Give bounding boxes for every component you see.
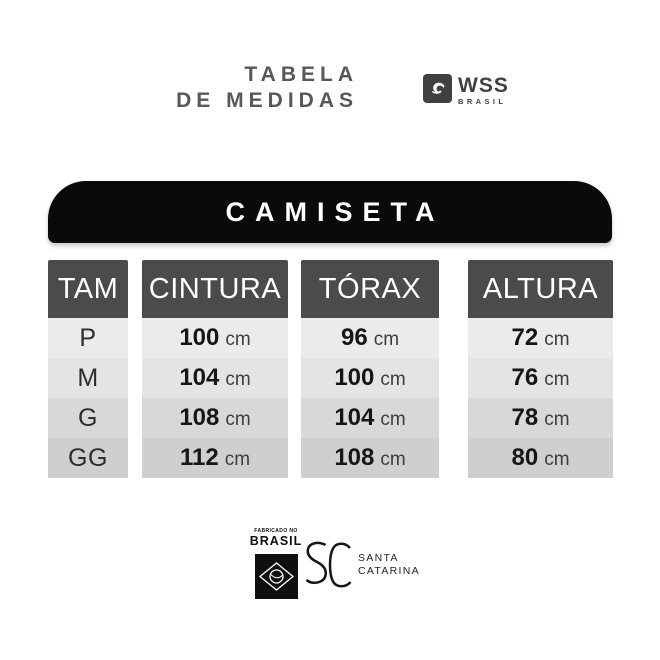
- cell-cintura-gg: 112 cm: [142, 438, 288, 478]
- product-banner-label: CAMISETA: [225, 196, 445, 227]
- cell-altura-p: 72 cm: [468, 318, 613, 358]
- sc-initials-icon: [303, 540, 355, 595]
- column-header-torax: TÓRAX: [301, 260, 439, 318]
- cell-torax-m: 100 cm: [301, 358, 439, 398]
- column-altura: ALTURA 72 cm 76 cm 78 cm 80 cm: [468, 260, 613, 478]
- page-title-line1: TABELA: [244, 63, 358, 86]
- page-title: TABELA DE MEDIDAS: [110, 62, 353, 114]
- made-in-label-bold: BRASIL: [249, 534, 303, 548]
- cell-cintura-m: 104 cm: [142, 358, 288, 398]
- cell-size-p: P: [48, 318, 128, 358]
- product-banner: CAMISETA: [48, 181, 612, 243]
- page-title-line2: DE MEDIDAS: [176, 89, 358, 112]
- cell-torax-gg: 108 cm: [301, 438, 439, 478]
- column-cintura: CINTURA 100 cm 104 cm 108 cm 112 cm: [142, 260, 288, 478]
- brand-country: BRASIL: [458, 97, 507, 106]
- cell-size-g: G: [48, 398, 128, 438]
- brand-name: WSS: [458, 74, 509, 97]
- wss-brand-text: WSS BRASIL: [458, 74, 509, 106]
- column-header-cintura: CINTURA: [142, 260, 288, 318]
- cell-cintura-p: 100 cm: [142, 318, 288, 358]
- cell-cintura-g: 108 cm: [142, 398, 288, 438]
- wss-brand-logo: WSS BRASIL: [423, 74, 509, 106]
- sc-wordmark: SANTA CATARINA: [358, 552, 420, 577]
- column-tam: TAM P M G GG: [48, 260, 128, 478]
- cell-torax-p: 96 cm: [301, 318, 439, 358]
- wave-icon: [423, 74, 452, 103]
- column-header-altura: ALTURA: [468, 260, 613, 318]
- cell-size-gg: GG: [48, 438, 128, 478]
- cell-torax-g: 104 cm: [301, 398, 439, 438]
- cell-size-m: M: [48, 358, 128, 398]
- brazil-flag-icon: [246, 554, 306, 599]
- cell-altura-m: 76 cm: [468, 358, 613, 398]
- cell-altura-g: 78 cm: [468, 398, 613, 438]
- cell-altura-gg: 80 cm: [468, 438, 613, 478]
- made-in-label-small: FABRICADO NO: [254, 528, 298, 534]
- sc-wordmark-line2: CATARINA: [358, 564, 420, 577]
- column-header-tam: TAM: [48, 260, 128, 318]
- sc-wordmark-line1: SANTA: [358, 552, 399, 564]
- made-in-brazil-badge: FABRICADO NO BRASIL: [246, 528, 306, 599]
- santa-catarina-logo: SANTA CATARINA: [303, 540, 463, 600]
- column-torax: TÓRAX 96 cm 100 cm 104 cm 108 cm: [301, 260, 439, 478]
